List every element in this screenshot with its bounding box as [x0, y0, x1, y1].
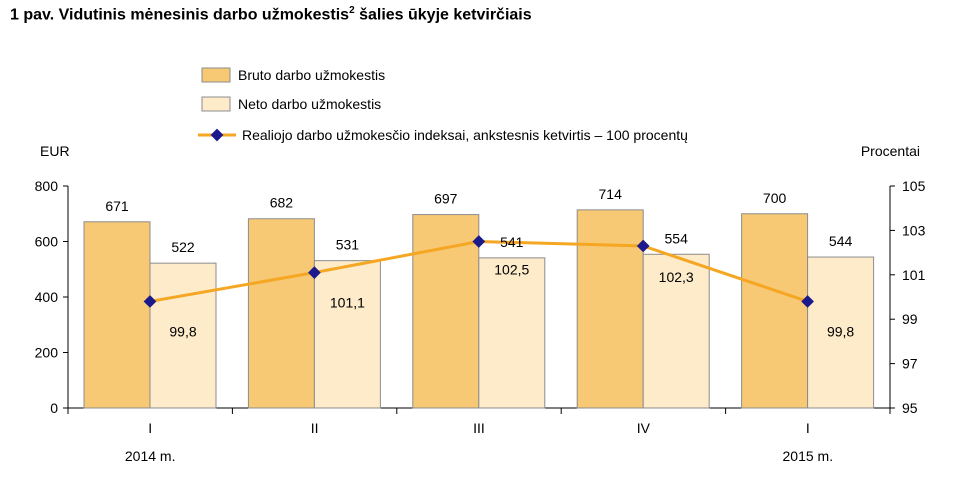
- x-tick-label: IV: [637, 420, 651, 436]
- bar-net-label: 554: [665, 230, 689, 246]
- bar-gross-label: 714: [599, 186, 623, 202]
- y-left-axis-label: EUR: [40, 143, 70, 159]
- y-left-tick-label: 200: [35, 345, 59, 361]
- chart-title-text: 1 pav. Vidutinis mėnesinis darbo užmokes…: [10, 6, 350, 24]
- y-left-tick-label: 400: [35, 289, 59, 305]
- chart-title-suffix: šalies ūkyje ketvirčiais: [354, 6, 532, 24]
- legend-swatch-gross: [201, 67, 231, 83]
- bar-net-label: 541: [500, 234, 524, 250]
- x-year-label: 2014 m.: [125, 448, 176, 464]
- bar-gross: [576, 209, 644, 409]
- index-marker: [308, 266, 321, 279]
- x-tick-label: II: [311, 420, 319, 436]
- x-tick-label: I: [806, 420, 810, 436]
- bar-net: [807, 256, 875, 409]
- index-label: 99,8: [827, 323, 854, 339]
- x-tick-label: I: [148, 420, 152, 436]
- legend-label-gross: Bruto darbo užmokestis: [238, 67, 385, 83]
- y-left-tick-label: 800: [35, 178, 59, 194]
- y-left-tick-label: 0: [50, 400, 58, 416]
- legend-label-net: Neto darbo užmokestis: [238, 96, 381, 112]
- bar-net-label: 522: [171, 239, 195, 255]
- chart-title: 1 pav. Vidutinis mėnesinis darbo užmokes…: [10, 5, 532, 24]
- legend-swatch-net: [201, 96, 231, 112]
- bar-gross: [741, 213, 809, 409]
- legend: Bruto darbo užmokestis Neto darbo užmoke…: [198, 67, 688, 143]
- index-label: 102,5: [494, 262, 529, 278]
- bar-gross-label: 671: [105, 198, 129, 214]
- bar-net-label: 544: [829, 233, 853, 249]
- bar-gross: [83, 221, 151, 409]
- x-year-label: 2015 m.: [783, 448, 834, 464]
- bars: [83, 209, 875, 409]
- bar-net: [313, 260, 381, 409]
- bar-gross: [247, 218, 315, 409]
- y-right-tick-label: 101: [902, 267, 926, 283]
- bar-net: [478, 257, 546, 409]
- legend-marker-index: [210, 128, 224, 142]
- y-right-tick-label: 95: [902, 400, 918, 416]
- bar-net-label: 531: [336, 237, 360, 253]
- bar-net: [642, 253, 710, 409]
- data-labels: 671 522 682 531 697 541 714 554 700 544 99,8 101,1 1…: [105, 186, 854, 340]
- index-label: 102,3: [659, 269, 694, 285]
- bar-gross-label: 697: [434, 191, 458, 207]
- y-left-tick-label: 600: [35, 234, 59, 250]
- legend-label-index: Realiojo darbo užmokesčio indeksai, anks…: [242, 127, 688, 143]
- index-marker: [472, 235, 486, 248]
- index-marker: [143, 295, 157, 308]
- y-right-tick-label: 99: [902, 311, 918, 327]
- bar-gross-label: 682: [270, 195, 294, 211]
- chart-title-superscript: 2: [349, 5, 355, 16]
- y-right-axis-label: Procentai: [861, 143, 920, 159]
- y-right-tick-label: 103: [902, 222, 926, 238]
- bar-gross-label: 700: [763, 190, 787, 206]
- y-right-tick-label: 105: [902, 178, 926, 194]
- x-tick-label: III: [473, 420, 485, 436]
- y-right-tick-label: 97: [902, 356, 918, 372]
- index-label: 101,1: [330, 295, 365, 311]
- bar-net: [149, 262, 217, 409]
- index-label: 99,8: [169, 323, 196, 339]
